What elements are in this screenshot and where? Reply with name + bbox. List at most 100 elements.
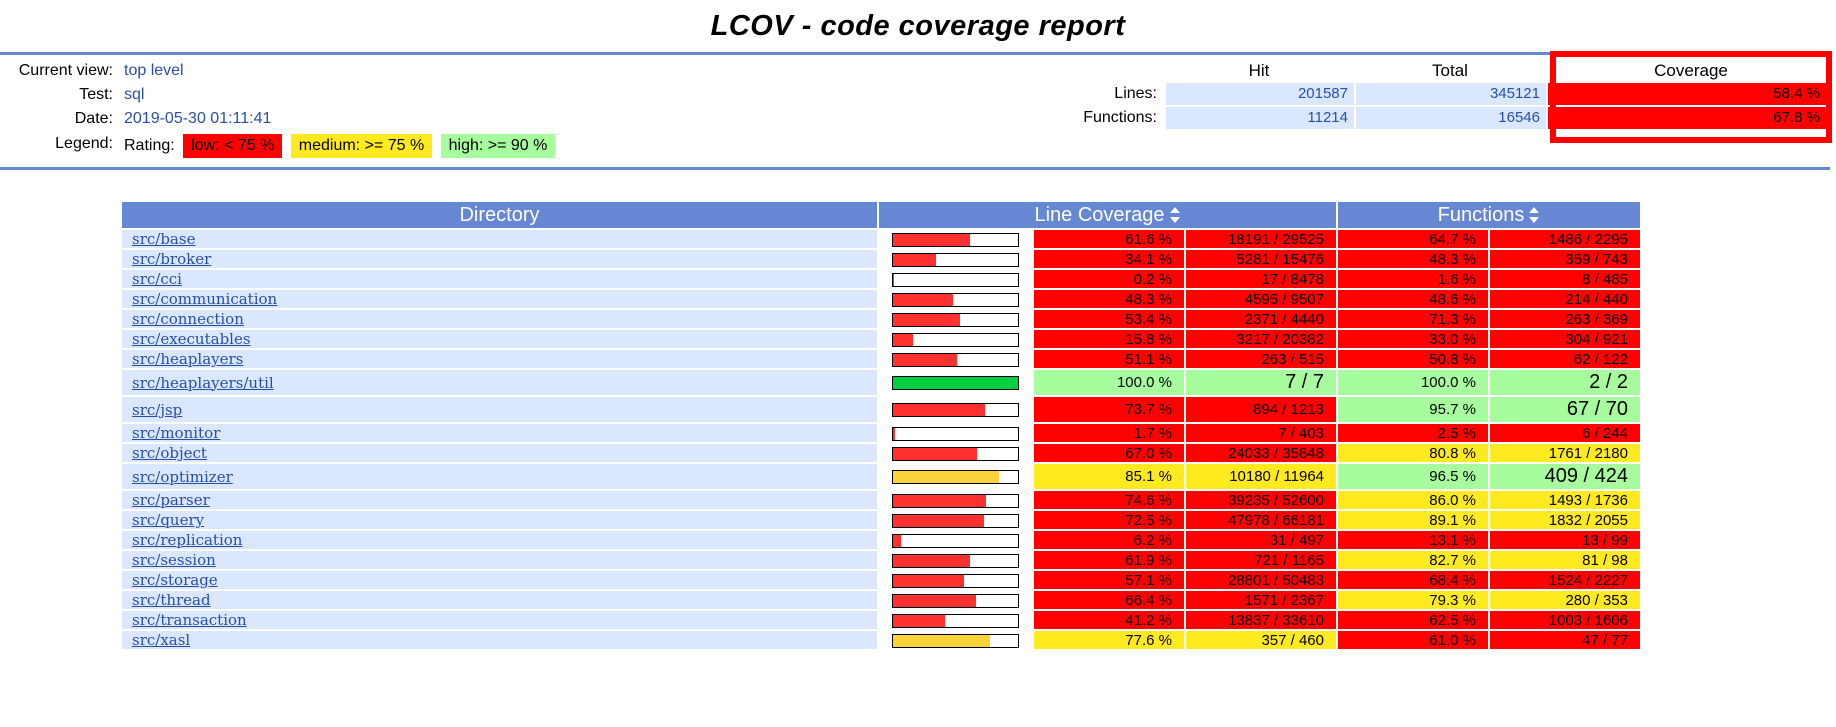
directory-link[interactable]: src/xasl <box>132 631 191 649</box>
directory-link[interactable]: src/connection <box>132 310 244 328</box>
coverage-bar <box>892 513 1019 528</box>
coverage-bar-cell <box>879 250 1032 268</box>
coverage-bar <box>892 553 1019 568</box>
line-percent-cell: 61.9 % <box>1034 551 1184 569</box>
lines-coverage: 58.4 % <box>1548 83 1828 105</box>
coverage-bar <box>892 272 1019 287</box>
function-ratio-cell: 13 / 99 <box>1490 531 1640 549</box>
line-ratio-cell: 5281 / 15476 <box>1186 250 1336 268</box>
coverage-bar-cell <box>879 631 1032 649</box>
legend-label: Legend: <box>55 135 113 152</box>
table-row: src/parser 74.6 % 39235 / 52600 86.0 % 1493 … <box>122 491 1640 509</box>
current-view-link[interactable]: top level <box>124 62 184 79</box>
table-row: src/executables 15.8 % 3217 / 20382 33.0 % 3… <box>122 330 1640 348</box>
coverage-bar-cell <box>879 230 1032 248</box>
directory-link[interactable]: src/cci <box>132 270 182 288</box>
coverage-bar <box>892 232 1019 247</box>
line-percent-cell: 6.2 % <box>1034 531 1184 549</box>
coverage-bar-cell <box>879 571 1032 589</box>
directory-link[interactable]: src/heaplayers/util <box>132 373 274 392</box>
directory-table: Directory Line Coverage Functions src/ba… <box>120 200 1642 651</box>
functions-header[interactable]: Functions <box>1338 202 1640 228</box>
coverage-bar <box>892 292 1019 307</box>
function-percent-cell: 1.6 % <box>1338 270 1488 288</box>
directory-link[interactable]: src/storage <box>132 571 218 589</box>
line-percent-cell: 1.7 % <box>1034 424 1184 442</box>
line-percent-cell: 73.7 % <box>1034 397 1184 422</box>
function-ratio-cell: 359 / 743 <box>1490 250 1640 268</box>
directory-link[interactable]: src/jsp <box>132 400 183 419</box>
directory-cell: src/monitor <box>122 424 877 442</box>
table-row: src/base 61.6 % 18191 / 29525 64.7 % 1486 / … <box>122 230 1640 248</box>
line-percent-cell: 51.1 % <box>1034 350 1184 368</box>
table-row: src/replication 6.2 % 31 / 497 13.1 % 13 / 9… <box>122 531 1640 549</box>
table-row: src/broker 34.1 % 5281 / 15476 48.3 % 359 / … <box>122 250 1640 268</box>
function-ratio-cell: 1003 / 1606 <box>1490 611 1640 629</box>
directory-link[interactable]: src/heaplayers <box>132 350 244 368</box>
test-value: sql <box>124 86 145 103</box>
sort-icon[interactable] <box>1528 206 1540 224</box>
sort-icon[interactable] <box>1169 206 1181 224</box>
coverage-bar-fill <box>893 634 990 647</box>
directory-link[interactable]: src/base <box>132 230 196 248</box>
coverage-bar-cell <box>879 611 1032 629</box>
coverage-bar <box>892 426 1019 441</box>
directory-link[interactable]: src/broker <box>132 250 212 268</box>
function-percent-cell: 79.3 % <box>1338 591 1488 609</box>
coverage-bar-fill <box>893 253 936 266</box>
directory-link[interactable]: src/replication <box>132 531 243 549</box>
line-ratio-cell: 13837 / 33610 <box>1186 611 1336 629</box>
function-ratio-cell: 1486 / 2295 <box>1490 230 1640 248</box>
directory-link[interactable]: src/thread <box>132 591 211 609</box>
function-percent-cell: 2.5 % <box>1338 424 1488 442</box>
directory-link[interactable]: src/object <box>132 444 207 462</box>
function-ratio-cell: 62 / 122 <box>1490 350 1640 368</box>
function-ratio-cell: 1761 / 2180 <box>1490 444 1640 462</box>
line-ratio-cell: 2371 / 4440 <box>1186 310 1336 328</box>
function-ratio-cell: 67 / 70 <box>1490 397 1640 422</box>
directory-cell: src/transaction <box>122 611 877 629</box>
directory-link[interactable]: src/executables <box>132 330 251 348</box>
table-row: src/thread 66.4 % 1571 / 2367 79.3 % 280 / 3… <box>122 591 1640 609</box>
coverage-bar-cell <box>879 424 1032 442</box>
coverage-bar-cell <box>879 330 1032 348</box>
line-ratio-cell: 3217 / 20382 <box>1186 330 1336 348</box>
directory-link[interactable]: src/communication <box>132 290 278 308</box>
directory-cell: src/broker <box>122 250 877 268</box>
directory-link[interactable]: src/monitor <box>132 424 221 442</box>
coverage-bar-cell <box>879 310 1032 328</box>
directory-cell: src/storage <box>122 571 877 589</box>
line-percent-cell: 74.6 % <box>1034 491 1184 509</box>
function-ratio-cell: 304 / 921 <box>1490 330 1640 348</box>
directory-cell: src/jsp <box>122 397 877 422</box>
directory-link[interactable]: src/parser <box>132 491 210 509</box>
coverage-bar <box>892 332 1019 347</box>
coverage-bar-cell <box>879 591 1032 609</box>
directory-link[interactable]: src/optimizer <box>132 467 233 486</box>
coverage-bar-cell <box>879 551 1032 569</box>
functions-hit: 11214 <box>1166 107 1354 129</box>
line-ratio-cell: 7 / 403 <box>1186 424 1336 442</box>
directory-link[interactable]: src/session <box>132 551 216 569</box>
directory-link[interactable]: src/query <box>132 511 205 529</box>
table-row: src/storage 57.1 % 28801 / 50483 68.4 % 1524… <box>122 571 1640 589</box>
directory-link[interactable]: src/transaction <box>132 611 247 629</box>
line-ratio-cell: 17 / 8478 <box>1186 270 1336 288</box>
line-percent-cell: 100.0 % <box>1034 370 1184 395</box>
table-row: src/xasl 77.6 % 357 / 460 61.0 % 47 / 77 <box>122 631 1640 649</box>
function-ratio-cell: 81 / 98 <box>1490 551 1640 569</box>
line-ratio-cell: 39235 / 52600 <box>1186 491 1336 509</box>
coverage-bar-cell <box>879 370 1032 395</box>
directory-cell: src/query <box>122 511 877 529</box>
line-ratio-cell: 263 / 515 <box>1186 350 1336 368</box>
coverage-bar <box>892 573 1019 588</box>
coverage-bar-fill <box>893 333 913 346</box>
line-coverage-header[interactable]: Line Coverage <box>879 202 1336 228</box>
function-ratio-cell: 47 / 77 <box>1490 631 1640 649</box>
coverage-bar-fill <box>893 404 986 417</box>
coverage-bar <box>892 470 1019 485</box>
directory-header[interactable]: Directory <box>122 202 877 228</box>
function-percent-cell: 48.3 % <box>1338 250 1488 268</box>
directory-cell: src/base <box>122 230 877 248</box>
coverage-bar-fill <box>893 494 987 507</box>
